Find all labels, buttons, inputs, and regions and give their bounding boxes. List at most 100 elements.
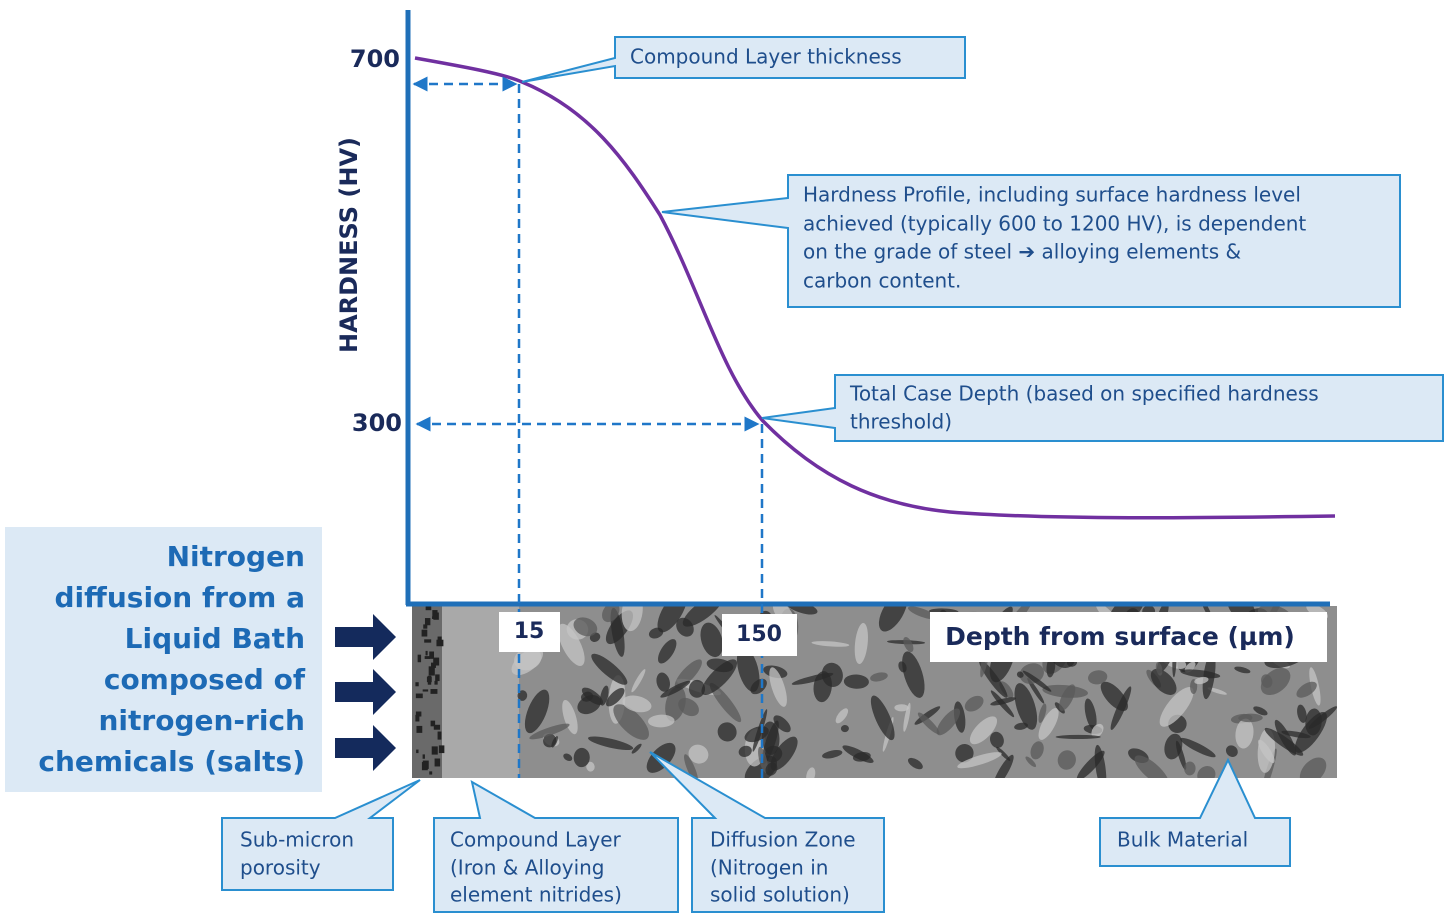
texture (432, 610, 438, 619)
texture (422, 689, 429, 692)
texture (416, 725, 423, 733)
callout-text: porosity (240, 856, 321, 880)
callout-text: achieved (typically 600 to 1200 HV), is … (803, 212, 1306, 236)
texture (1294, 711, 1327, 753)
texture (1194, 676, 1209, 685)
callout-text: on the grade of steel ➔ alloying element… (803, 240, 1241, 264)
callout-text: (Nitrogen in (710, 856, 828, 880)
texture (1038, 703, 1047, 723)
texture (1027, 678, 1045, 704)
texture (423, 624, 428, 629)
texture (1155, 662, 1163, 676)
y-tick-label: 700 (350, 45, 400, 73)
texture (854, 622, 868, 665)
texture (835, 708, 849, 724)
callout-text: Compound Layer (450, 828, 622, 852)
texture (738, 745, 752, 757)
texture (430, 689, 438, 694)
texture (421, 629, 428, 637)
texture (436, 639, 444, 647)
texture (437, 731, 442, 740)
y-tick-label: 300 (352, 409, 402, 437)
texture (431, 746, 438, 755)
texture (514, 647, 542, 671)
texture (785, 606, 818, 615)
texture (709, 682, 742, 723)
texture (1030, 741, 1044, 760)
flow-arrow (335, 669, 396, 715)
texture (647, 714, 675, 728)
texture (1297, 704, 1307, 723)
side-note-text: composed of (104, 663, 306, 696)
callout-text: threshold) (850, 410, 952, 434)
texture (415, 714, 420, 722)
callout-text: (Iron & Alloying (450, 856, 605, 880)
callout-text: Hardness Profile, including surface hard… (803, 183, 1301, 207)
texture (914, 706, 941, 725)
texture (903, 702, 911, 732)
flow-arrow (335, 725, 396, 771)
texture (936, 708, 961, 736)
texture (631, 669, 646, 693)
texture (424, 639, 432, 643)
side-note-box (5, 527, 322, 792)
x-axis-title: Depth from surface (µm) (945, 622, 1295, 651)
texture (700, 622, 723, 658)
texture (811, 641, 850, 647)
texture (416, 749, 419, 754)
texture (870, 695, 895, 741)
x-title-box (930, 612, 1327, 662)
texture (1091, 723, 1104, 738)
texture (688, 744, 709, 764)
texture (1175, 740, 1187, 770)
callout-box (221, 779, 421, 891)
callout-text: Bulk Material (1117, 828, 1248, 852)
side-note-text: chemicals (salts) (38, 745, 305, 778)
texture (657, 606, 688, 633)
texture (1234, 666, 1251, 674)
texture (894, 704, 909, 712)
texture (907, 757, 923, 770)
texture (1016, 671, 1024, 678)
callout-text: Sub-micron (240, 828, 354, 852)
texture (434, 680, 438, 685)
texture (422, 754, 425, 759)
texture (1038, 707, 1059, 740)
texture (990, 697, 1016, 706)
flow-arrow (335, 614, 396, 660)
texture (529, 723, 570, 740)
texture (1207, 687, 1227, 695)
callout-box (521, 36, 966, 83)
texture (1180, 737, 1216, 758)
texture (752, 709, 768, 752)
hardness-curve (414, 56, 1336, 520)
texture (678, 697, 699, 717)
texture (431, 664, 434, 667)
texture (581, 691, 594, 702)
x-tick-label: 150 (736, 622, 782, 647)
x-tick-label: 15 (514, 619, 545, 644)
x-tick-box (499, 612, 560, 652)
callout-text: Compound Layer thickness (630, 45, 902, 69)
texture (843, 674, 869, 689)
texture (1014, 683, 1038, 730)
texture (622, 695, 652, 713)
texture (840, 725, 849, 733)
texture (563, 753, 573, 762)
callout-box (649, 751, 885, 913)
texture (429, 651, 435, 659)
texture (908, 606, 937, 620)
callout-box (661, 174, 1401, 308)
texture (1084, 698, 1097, 730)
callout-box (1099, 757, 1291, 867)
texture (870, 672, 888, 682)
texture (415, 693, 423, 699)
texture (1159, 686, 1194, 727)
texture (524, 689, 550, 734)
texture (898, 661, 907, 673)
texture (1235, 718, 1254, 749)
side-note-text: nitrogen-rich (99, 704, 306, 737)
texture (1197, 766, 1216, 778)
texture (682, 606, 723, 627)
